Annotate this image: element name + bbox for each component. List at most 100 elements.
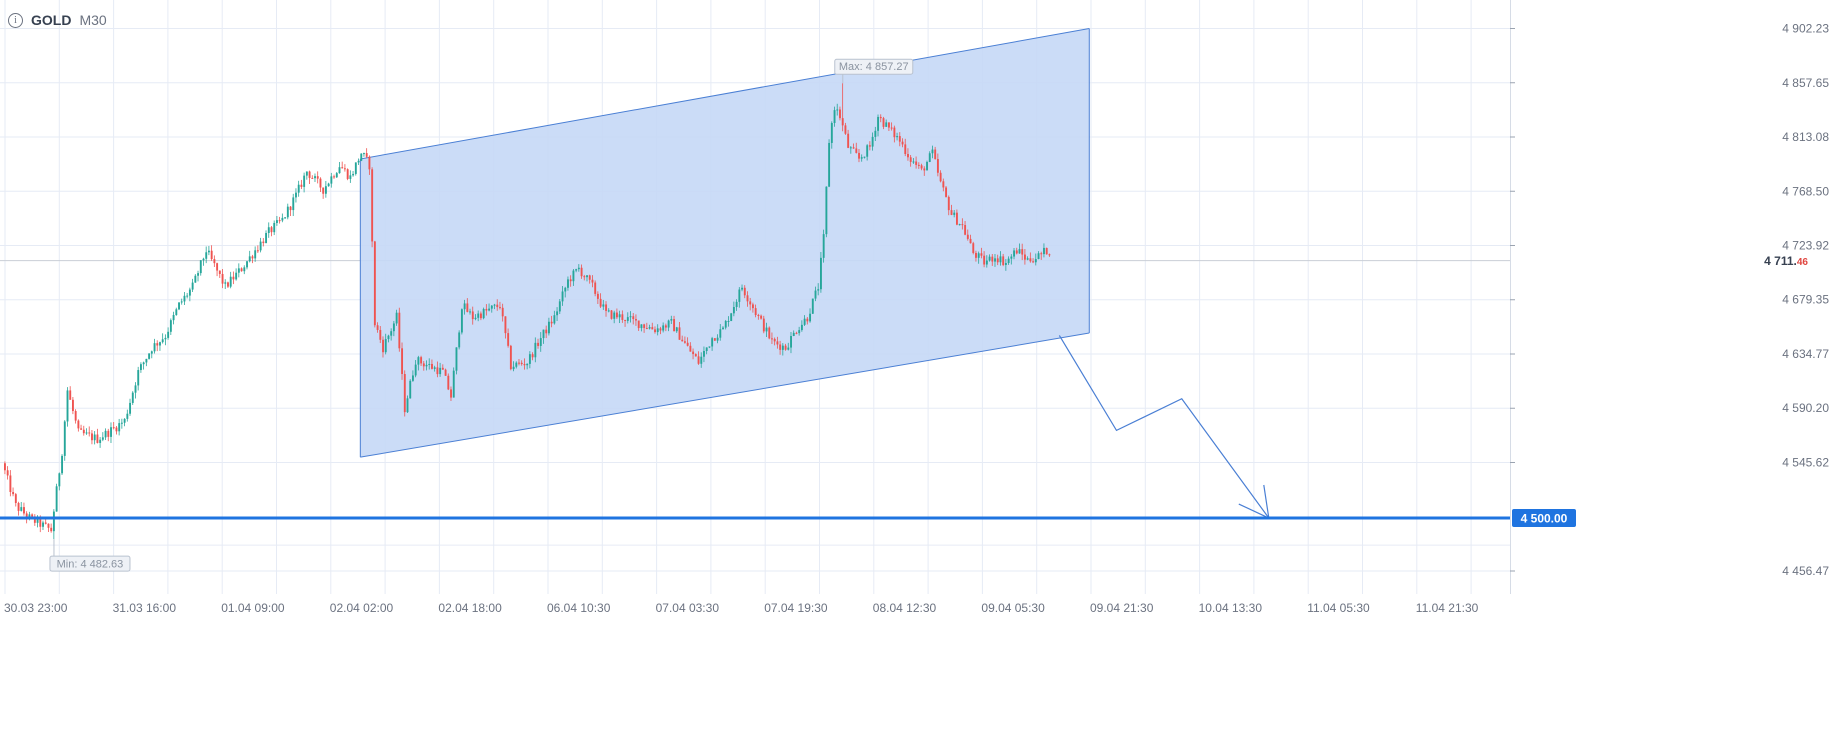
candle-body (341, 167, 344, 169)
candle-body (441, 367, 444, 370)
candle-body (352, 173, 355, 176)
candle-body (140, 364, 142, 371)
candle-body (841, 118, 844, 126)
candle-body (161, 339, 164, 343)
candle-body (262, 241, 265, 244)
candle-body (439, 367, 442, 375)
candle-body (686, 342, 689, 346)
candle-body (1032, 261, 1035, 263)
candle-body (556, 311, 559, 316)
support-level[interactable]: 4 500.00 (0, 509, 1576, 528)
candle-body (477, 313, 480, 318)
candle-body (643, 324, 646, 328)
candle-body (153, 343, 156, 352)
candle-body (656, 328, 659, 333)
candle-body (488, 308, 491, 311)
candle-body (567, 279, 569, 288)
candle-body (431, 363, 433, 369)
candle-body (338, 167, 341, 174)
candle-body (564, 287, 567, 292)
candle-body (618, 314, 621, 318)
candle-body (425, 364, 428, 367)
candle-body (708, 346, 711, 348)
candle-body (509, 345, 512, 370)
candle-body (800, 324, 803, 331)
candle-body (994, 258, 996, 262)
candle-body (330, 176, 333, 184)
time-axis[interactable]: 30.03 23:00 31.03 16:00 01.04 09:00 02.04 0… (4, 601, 1479, 615)
candle-body (482, 308, 485, 319)
candle-body (77, 420, 80, 429)
candle-body (221, 273, 224, 284)
candle-body (205, 252, 208, 259)
price-channel[interactable] (359, 28, 1090, 458)
candle-body (276, 220, 278, 223)
candle-body (237, 268, 240, 273)
candle-body (626, 317, 629, 321)
x-tick-label: 30.03 23:00 (4, 601, 68, 615)
candle-body (828, 142, 831, 187)
timeframe-label[interactable]: M30 (79, 12, 107, 28)
candle-body (776, 341, 779, 345)
candle-body (202, 258, 205, 261)
candle-body (779, 344, 782, 350)
candle-body (727, 321, 730, 323)
candle-body (115, 427, 118, 432)
candle-body (692, 351, 695, 355)
candle-body (703, 351, 705, 357)
candle-body (20, 507, 23, 511)
y-tick-label: 4 902.23 (1782, 22, 1829, 36)
x-tick-label: 11.04 05:30 (1307, 601, 1370, 615)
candle-body (455, 347, 458, 371)
candle-body (904, 144, 907, 154)
candle-body (452, 370, 455, 398)
candle-body (980, 253, 983, 256)
candle-body (286, 206, 289, 218)
candle-body (798, 330, 801, 334)
candle-body (654, 329, 656, 333)
candle-body (303, 175, 306, 187)
candle-body (602, 304, 605, 307)
candle-body (308, 171, 311, 178)
info-icon[interactable]: i (8, 12, 23, 28)
candle-body (14, 494, 17, 503)
candle-body (599, 298, 602, 307)
arrow-head-right (1238, 503, 1270, 519)
candle-body (637, 320, 640, 329)
candle-body (42, 522, 44, 527)
candle-body (444, 369, 447, 376)
x-tick-label: 06.04 10:30 (547, 601, 611, 615)
candle-body (621, 314, 624, 320)
candle-body (305, 171, 308, 176)
candle-body (474, 317, 477, 320)
price-axis[interactable]: 4 902.23 4 857.65 4 813.08 4 768.50 4 723.92… (1510, 22, 1829, 578)
candle-body (678, 327, 681, 340)
candle-body (607, 310, 610, 312)
candle-body (520, 362, 523, 365)
candle-body (1045, 247, 1048, 255)
candle-body (23, 507, 25, 514)
candle-body (104, 430, 107, 438)
candle-body (901, 141, 904, 145)
candle-body (218, 270, 221, 274)
y-tick-label: 4 679.35 (1782, 293, 1829, 307)
candle-body (738, 289, 741, 302)
candle-body (501, 307, 504, 317)
candle-body (44, 522, 47, 524)
candle-body (746, 295, 749, 302)
candle-body (907, 153, 909, 158)
candle-body (199, 260, 202, 274)
candle-body (363, 153, 365, 155)
candle-body (112, 427, 115, 429)
candle-body (197, 273, 200, 276)
projection-path[interactable] (1058, 335, 1270, 519)
candle-body (991, 256, 994, 262)
candle-body (469, 311, 472, 313)
candle-body (689, 345, 692, 352)
candle-body (401, 348, 404, 375)
candle-body (577, 267, 580, 270)
candle-body (28, 514, 31, 518)
candle-body (787, 347, 790, 350)
candle-body (1034, 259, 1037, 263)
